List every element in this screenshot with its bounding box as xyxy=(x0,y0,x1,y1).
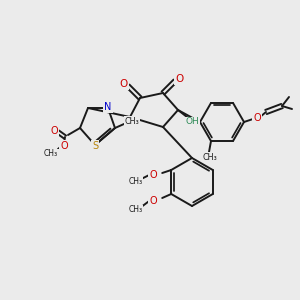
Text: OH: OH xyxy=(185,118,199,127)
Text: O: O xyxy=(50,126,58,136)
Text: O: O xyxy=(120,79,128,89)
Text: N: N xyxy=(104,102,112,112)
Text: CH₃: CH₃ xyxy=(128,206,142,214)
Text: O: O xyxy=(60,141,68,151)
Text: S: S xyxy=(92,141,98,151)
Text: CH₃: CH₃ xyxy=(202,153,217,162)
Text: O: O xyxy=(253,113,261,123)
Text: CH₃: CH₃ xyxy=(128,176,142,185)
Text: O: O xyxy=(149,170,157,180)
Text: CH₃: CH₃ xyxy=(44,149,58,158)
Text: O: O xyxy=(149,196,157,206)
Text: O: O xyxy=(175,74,183,84)
Text: CH₃: CH₃ xyxy=(124,116,140,125)
